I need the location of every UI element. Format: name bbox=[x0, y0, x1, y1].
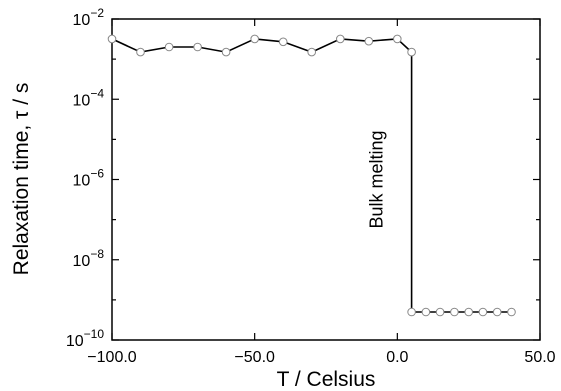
y-tick-label: 10−2 bbox=[73, 6, 105, 29]
y-axis-label: Relaxation time, τ / s bbox=[10, 83, 33, 276]
data-point bbox=[421, 307, 431, 317]
data-point bbox=[393, 34, 402, 44]
data-point bbox=[164, 42, 174, 52]
data-point bbox=[435, 307, 445, 317]
y-tick-label: 10−10 bbox=[66, 327, 104, 350]
data-point bbox=[136, 47, 145, 57]
data-point bbox=[250, 34, 259, 44]
data-point bbox=[507, 307, 516, 317]
data-point bbox=[407, 307, 416, 317]
data-point bbox=[307, 47, 317, 57]
data-point bbox=[450, 307, 459, 317]
data-point bbox=[336, 34, 345, 44]
x-tick-label: 50.0 bbox=[524, 349, 555, 366]
chart-marks bbox=[107, 34, 516, 317]
series-line bbox=[111, 38, 512, 313]
bulk-melting-annotation: Bulk melting bbox=[366, 130, 386, 228]
x-axis-label: T / Celsius bbox=[277, 368, 376, 391]
data-point bbox=[193, 42, 202, 52]
y-tick-label: 10−6 bbox=[73, 167, 105, 190]
plot-frame bbox=[111, 18, 541, 341]
x-tick-label: −50.0 bbox=[234, 349, 275, 366]
x-tick-label: −100.0 bbox=[87, 349, 136, 366]
axis-ticks: −100.0 −50.0 0.0 50.0 10−10 10−8 10−6 10−4 10−2 bbox=[66, 6, 556, 366]
data-point bbox=[478, 307, 488, 317]
y-tick-label: 10−8 bbox=[73, 247, 105, 270]
data-point bbox=[278, 37, 288, 47]
y-tick-label: 10−4 bbox=[73, 86, 105, 109]
data-point bbox=[221, 47, 231, 57]
x-tick-label: 0.0 bbox=[386, 349, 408, 366]
data-point bbox=[464, 307, 474, 317]
data-point bbox=[107, 34, 117, 44]
data-point bbox=[407, 47, 416, 57]
data-point bbox=[364, 36, 374, 46]
data-point bbox=[492, 307, 502, 317]
